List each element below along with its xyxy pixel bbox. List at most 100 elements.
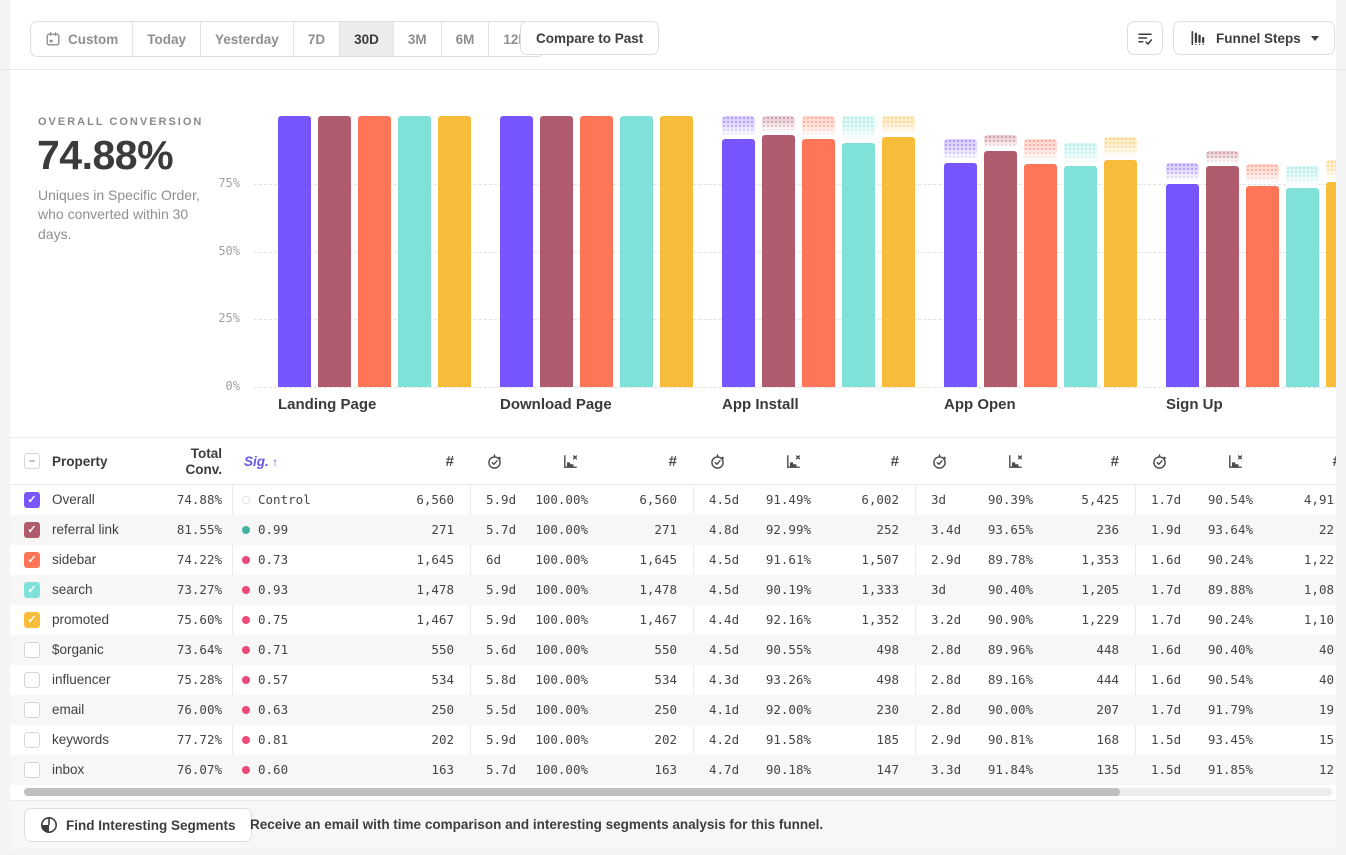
row-checkbox[interactable]: ✓: [24, 552, 40, 568]
conversion-dropoff-icon[interactable]: [1227, 453, 1244, 470]
date-range-3m[interactable]: 3M: [394, 22, 442, 56]
bar-referral-link-App-Open[interactable]: [984, 151, 1017, 387]
bar-search-App-Open[interactable]: [1064, 166, 1097, 387]
conversion-description: Uniques in Specific Order, who converted…: [38, 187, 200, 242]
bar-search-Sign-Up[interactable]: [1286, 188, 1319, 387]
stopwatch-check-icon[interactable]: [1151, 453, 1168, 470]
step-count: 40: [1318, 672, 1334, 687]
row-checkbox[interactable]: ✓: [24, 492, 40, 508]
bar-sidebar-App-Install[interactable]: [802, 138, 835, 387]
step-count: 207: [1096, 702, 1119, 717]
date-range-custom[interactable]: Custom: [31, 22, 134, 56]
conversion-dropoff-icon[interactable]: [1007, 453, 1024, 470]
property-name: influencer: [52, 672, 111, 687]
date-range-label: 3M: [407, 31, 427, 47]
bar-chart-icon: [1189, 29, 1208, 48]
compare-to-past-button[interactable]: Compare to Past: [520, 21, 660, 55]
step-conversion: 91.49%: [765, 492, 811, 507]
row-checkbox[interactable]: [24, 642, 40, 658]
step-count: 1,205: [1081, 582, 1119, 597]
bar-promoted-Download-Page[interactable]: [660, 116, 693, 387]
step-count: 1,645: [416, 552, 454, 567]
count-column-header[interactable]: #: [445, 453, 454, 470]
bar-Overall-Landing-Page[interactable]: [278, 116, 311, 387]
y-axis-tick: 0%: [225, 379, 240, 393]
stopwatch-check-icon[interactable]: [709, 453, 726, 470]
conversion-dropoff-icon[interactable]: [785, 453, 802, 470]
funnel-step-label: App Install: [722, 396, 799, 413]
date-range-today[interactable]: Today: [133, 22, 202, 56]
applied-filters-button[interactable]: [1127, 21, 1163, 55]
segments-pie-icon: [40, 816, 58, 834]
row-checkbox[interactable]: ✓: [24, 522, 40, 538]
bar-search-App-Install[interactable]: [842, 142, 875, 387]
row-checkbox[interactable]: [24, 762, 40, 778]
step-conversion: 90.39%: [987, 492, 1033, 507]
bar-dropoff-ghost: [842, 116, 875, 140]
date-range-30d[interactable]: 30D: [340, 22, 394, 56]
funnel-step-label: Landing Page: [278, 396, 377, 413]
step-conversion: 93.45%: [1207, 732, 1253, 747]
bar-sidebar-Landing-Page[interactable]: [358, 116, 391, 387]
bar-referral-link-App-Install[interactable]: [762, 134, 795, 387]
horizontal-scrollbar-thumb[interactable]: [24, 788, 1120, 796]
step-count: 1,353: [1081, 552, 1119, 567]
step-count: 1,478: [416, 582, 454, 597]
step-time: 1.6d: [1151, 672, 1182, 687]
bar-promoted-Landing-Page[interactable]: [438, 116, 471, 387]
bar-promoted-App-Open[interactable]: [1104, 159, 1137, 387]
list-check-icon: [1136, 29, 1154, 47]
count-column-header[interactable]: #: [1311, 453, 1336, 470]
date-range-7d[interactable]: 7D: [294, 22, 341, 56]
bar-sidebar-Download-Page[interactable]: [580, 116, 613, 387]
stopwatch-check-icon[interactable]: [486, 453, 503, 470]
table-row-influencer: influencer 75.28% 0.57 534 5.8d 100.00% 534 4.3…: [10, 665, 1336, 695]
significance-dot-low: [242, 736, 250, 744]
bar-Overall-Download-Page[interactable]: [500, 116, 533, 387]
date-range-6m[interactable]: 6M: [442, 22, 490, 56]
find-interesting-segments-button[interactable]: Find Interesting Segments: [24, 808, 252, 842]
step-time: 3.3d: [931, 762, 962, 777]
row-checkbox[interactable]: ✓: [24, 612, 40, 628]
bar-dropoff-ghost: [1246, 164, 1279, 183]
count-column-header[interactable]: #: [890, 453, 899, 470]
select-all-checkbox[interactable]: –: [24, 453, 40, 469]
date-range-label: 7D: [307, 31, 326, 47]
property-name: email: [52, 702, 85, 717]
date-range-label: 30D: [354, 31, 379, 47]
stopwatch-check-icon[interactable]: [931, 453, 948, 470]
bar-referral-link-Download-Page[interactable]: [540, 116, 573, 387]
funnel-steps-dropdown[interactable]: Funnel Steps: [1173, 21, 1335, 55]
sig-column-header[interactable]: Sig. ↑: [244, 454, 279, 469]
bar-promoted-Sign-Up[interactable]: [1326, 182, 1336, 387]
property-name: referral link: [52, 522, 119, 537]
bar-search-Download-Page[interactable]: [620, 116, 653, 387]
gridline: [254, 319, 1336, 321]
date-range-yesterday[interactable]: Yesterday: [201, 22, 294, 56]
row-checkbox[interactable]: [24, 702, 40, 718]
toolbar-divider: [0, 69, 1346, 70]
y-axis-tick: 75%: [218, 175, 240, 190]
gridline: [254, 183, 1336, 185]
count-column-header[interactable]: #: [668, 453, 677, 470]
bar-Overall-App-Open[interactable]: [944, 162, 977, 387]
bar-Overall-Sign-Up[interactable]: [1166, 184, 1199, 387]
count-column-header[interactable]: #: [1110, 453, 1119, 470]
bar-sidebar-App-Open[interactable]: [1024, 164, 1057, 387]
row-checkbox[interactable]: [24, 732, 40, 748]
bar-referral-link-Sign-Up[interactable]: [1206, 165, 1239, 387]
step-time: 2.8d: [931, 702, 962, 717]
step-count: 6,560: [416, 492, 454, 507]
bar-Overall-App-Install[interactable]: [722, 139, 755, 387]
bar-search-Landing-Page[interactable]: [398, 116, 431, 387]
horizontal-scrollbar-track[interactable]: [24, 788, 1332, 796]
row-checkbox[interactable]: [24, 672, 40, 688]
step-time: 4.8d: [709, 522, 740, 537]
bar-dropoff-ghost: [1326, 159, 1336, 180]
bar-promoted-App-Install[interactable]: [882, 137, 915, 387]
total-conversion: 77.72%: [176, 732, 222, 747]
bar-referral-link-Landing-Page[interactable]: [318, 116, 351, 387]
bar-sidebar-Sign-Up[interactable]: [1246, 185, 1279, 387]
row-checkbox[interactable]: ✓: [24, 582, 40, 598]
conversion-dropoff-icon[interactable]: [562, 453, 579, 470]
